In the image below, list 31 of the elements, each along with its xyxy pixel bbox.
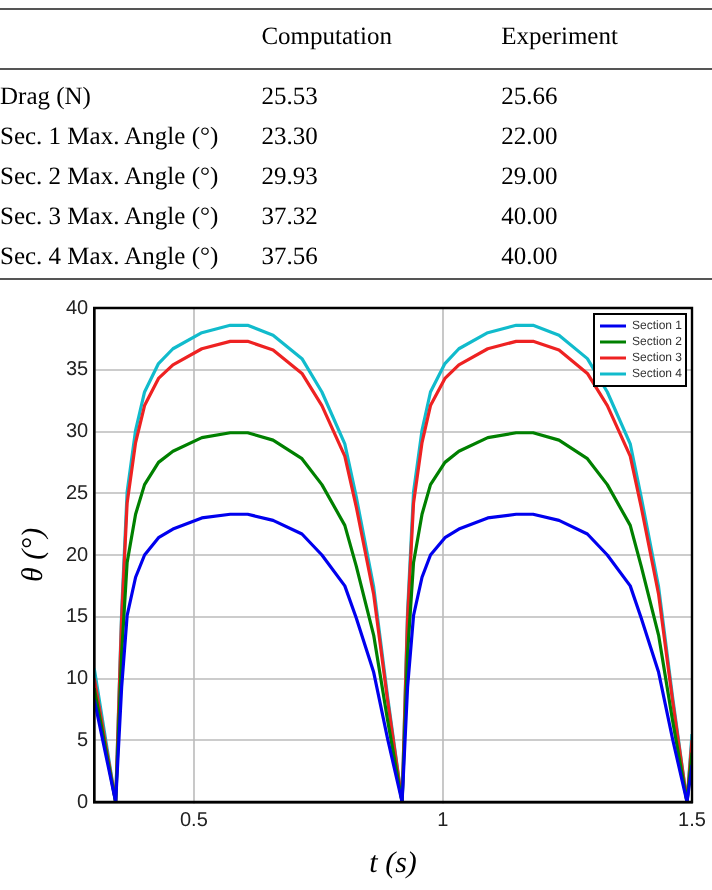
y-tick-label: 40 [66, 297, 90, 320]
category-label: Sec. 1 Max. Angle (°) [0, 122, 219, 150]
text: 29.00 [501, 162, 558, 190]
text: 25.53 [261, 82, 318, 110]
x-tick-label: 1 [437, 809, 450, 832]
text: 25.66 [501, 82, 558, 110]
y-tick-label: 20 [66, 544, 90, 567]
x-tick-label: 0.5 [179, 809, 209, 832]
text: 37.32 [261, 202, 318, 230]
y-tick-label: 25 [66, 482, 90, 505]
y-tick-label: 10 [66, 668, 90, 690]
y-tick-label: 15 [66, 606, 90, 629]
y-tick-label: 35 [66, 359, 90, 382]
category-label: Drag (N) [0, 82, 91, 110]
x-tick-label: 1.5 [678, 809, 707, 832]
text: 22.00 [501, 122, 558, 150]
category-label: Sec. 4 Max. Angle (°) [0, 242, 219, 270]
text: 40.00 [501, 202, 558, 230]
category-label: Experiment [501, 20, 620, 54]
x-axis-title: t (s) [369, 847, 417, 880]
y-tick-label: 30 [66, 421, 90, 443]
y-tick-label: 5 [77, 729, 90, 752]
category-label: Computation [261, 20, 394, 54]
text: 23.30 [261, 122, 318, 150]
category-label: Sec. 3 Max. Angle (°) [0, 202, 219, 230]
y-axis-title: θ (°) [17, 527, 50, 583]
category-label: Sec. 2 Max. Angle (°) [0, 162, 219, 190]
text: 40.00 [501, 242, 558, 270]
text: 29.93 [261, 162, 318, 190]
y-tick-label: 0 [77, 791, 90, 814]
text: 37.56 [261, 242, 318, 270]
